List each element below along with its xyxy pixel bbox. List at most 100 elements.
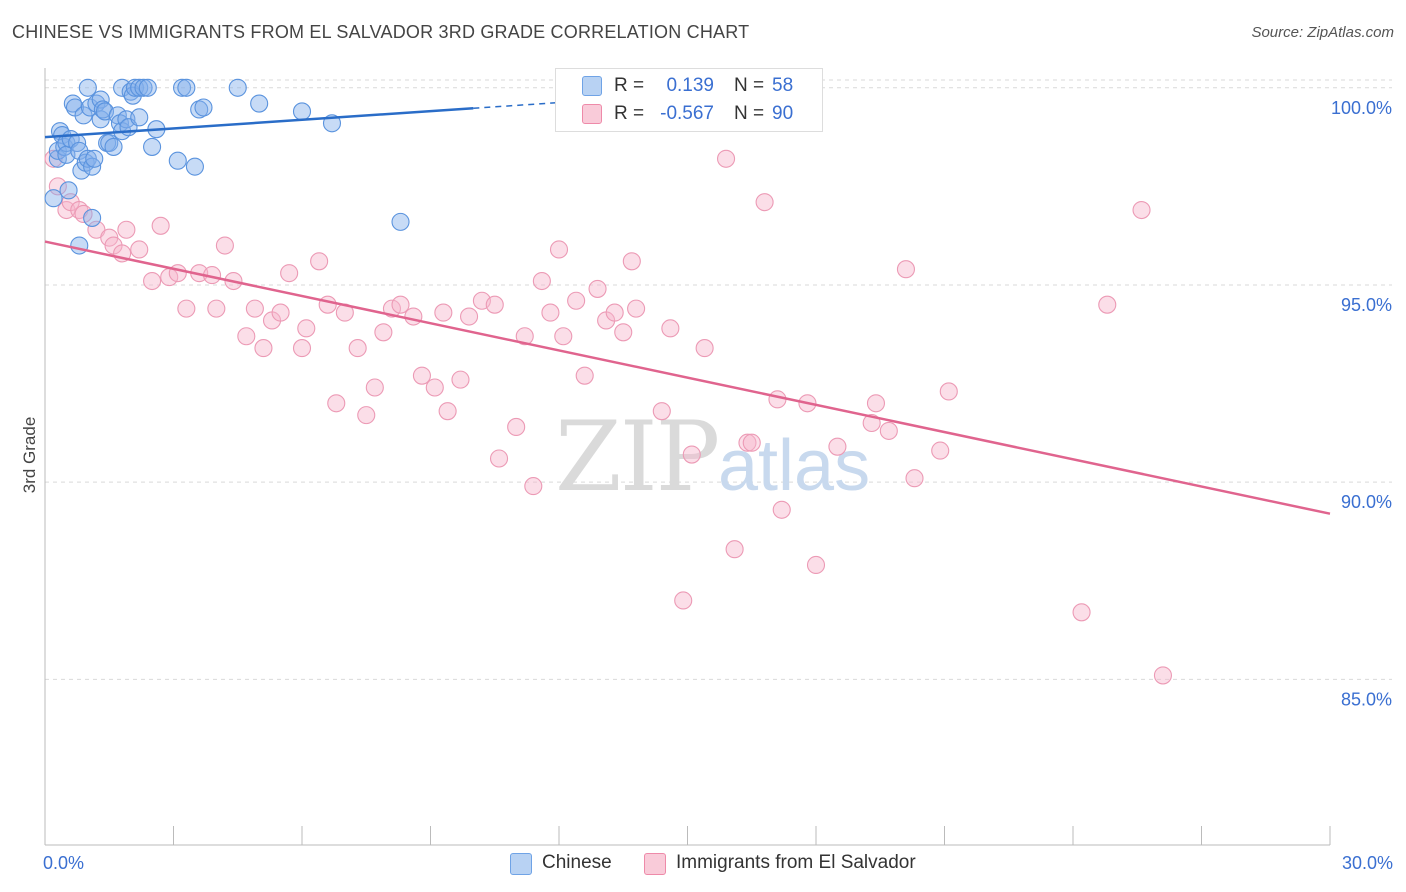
chinese-point [250,94,269,113]
el-salvador-point [588,279,607,298]
el-salvador-point [143,271,162,291]
el-salvador-point [151,216,170,235]
el-salvador-point [931,441,950,460]
el-salvador-point [292,339,312,358]
el-salvador-point [742,433,761,452]
el-salvador-point [549,240,569,259]
chinese-trend-line [44,107,474,139]
legend-swatch-el-salvador [582,104,602,124]
el-salvador-point [622,252,641,271]
el-salvador-trend-line [44,240,1331,515]
data-points [44,78,1172,685]
chinese-point [185,157,204,176]
chinese-point [168,151,187,170]
y-tick-label: 90.0% [1341,492,1392,512]
el-salvador-point [245,299,264,318]
chinese-point [130,108,149,127]
el-salvador-point [489,449,509,468]
el-salvador-point [806,555,826,575]
el-salvador-point [207,299,226,318]
legend-n-value: 58 [772,75,794,96]
el-salvador-point [661,319,680,338]
el-salvador-point [575,366,594,385]
el-salvador-point [1072,603,1091,622]
el-salvador-point [485,295,504,314]
el-salvador-point [215,236,234,255]
y-tick-label: 85.0% [1341,689,1392,709]
el-salvador-point [254,339,273,358]
el-salvador-point [237,327,256,346]
el-salvador-point [652,402,671,421]
el-salvador-point [515,327,534,346]
el-salvador-point [755,193,774,212]
el-salvador-point [939,382,958,401]
el-salvador-point [348,339,367,358]
el-salvador-point [541,303,560,322]
el-salvador-point [412,366,431,385]
el-salvador-point [674,591,693,610]
chinese-point [78,78,97,97]
watermark: ZIP atlas [555,401,870,513]
tick-labels: 85.0% 90.0% 95.0% 100.0% 0.0% 30.0% [43,98,1393,873]
el-salvador-point [374,323,393,342]
el-salvador-point [310,252,329,271]
chinese-point [104,137,123,156]
legend-r-value: 0.139 [666,75,714,96]
legend-swatch-chinese [582,76,602,96]
el-salvador-point [605,303,624,322]
el-salvador-point [391,295,410,314]
el-salvador-point [48,177,67,196]
y-tick-label: 100.0% [1331,98,1392,118]
el-salvador-point [130,240,149,259]
chinese-point [194,98,213,117]
legend-r-value: -0.567 [660,103,714,124]
el-salvador-point [404,307,423,326]
series-legend-label: Immigrants from El Salvador [676,852,916,873]
chinese-point [44,189,63,208]
x-tick-label: 30.0% [1342,853,1393,873]
el-salvador-point [879,421,898,440]
el-salvador-point [1132,200,1151,220]
legend-swatch-chinese [510,853,532,875]
el-salvador-point [532,271,551,291]
el-salvador-point [524,477,543,496]
chinese-point [292,102,312,121]
el-salvador-point [434,303,453,322]
el-salvador-point [554,327,573,346]
el-salvador-point [365,378,384,397]
chinese-point [48,149,67,168]
el-salvador-point [567,291,586,310]
el-salvador-point [177,299,196,318]
el-salvador-point [627,299,646,318]
el-salvador-point [117,220,136,239]
chinese-point [70,236,89,255]
correlation-legend: R = 0.139 N = 58 R = -0.567 N = 90 [555,68,823,132]
legend-swatch-el-salvador [644,853,666,875]
x-tick-label: 0.0% [43,853,84,873]
el-salvador-point [1153,666,1172,685]
legend-r-label: R = [614,103,645,124]
el-salvador-point [695,339,714,358]
gridlines [45,79,1392,680]
series-legend-label: Chinese [542,852,612,873]
chinese-point [391,212,410,231]
chinese-point [173,78,192,97]
y-tick-label: 95.0% [1341,295,1392,315]
el-salvador-point [828,437,847,456]
el-salvador-point [382,299,402,318]
el-salvador-point [438,402,457,421]
legend-r-label: R = [614,75,645,96]
el-salvador-point [725,540,744,559]
chinese-point [138,78,157,97]
series-legend: Chinese Immigrants from El Salvador [0,852,1406,878]
el-salvador-point [271,303,290,322]
y-axis-label: 3rd Grade [20,417,39,494]
el-salvador-point [896,260,916,279]
chinese-point [59,181,78,200]
chinese-point [177,78,196,97]
el-salvador-point [74,204,93,224]
el-salvador-point [327,394,346,413]
legend-row-el-salvador: R = -0.567 N = 90 [556,101,822,127]
el-salvador-point [866,394,886,413]
